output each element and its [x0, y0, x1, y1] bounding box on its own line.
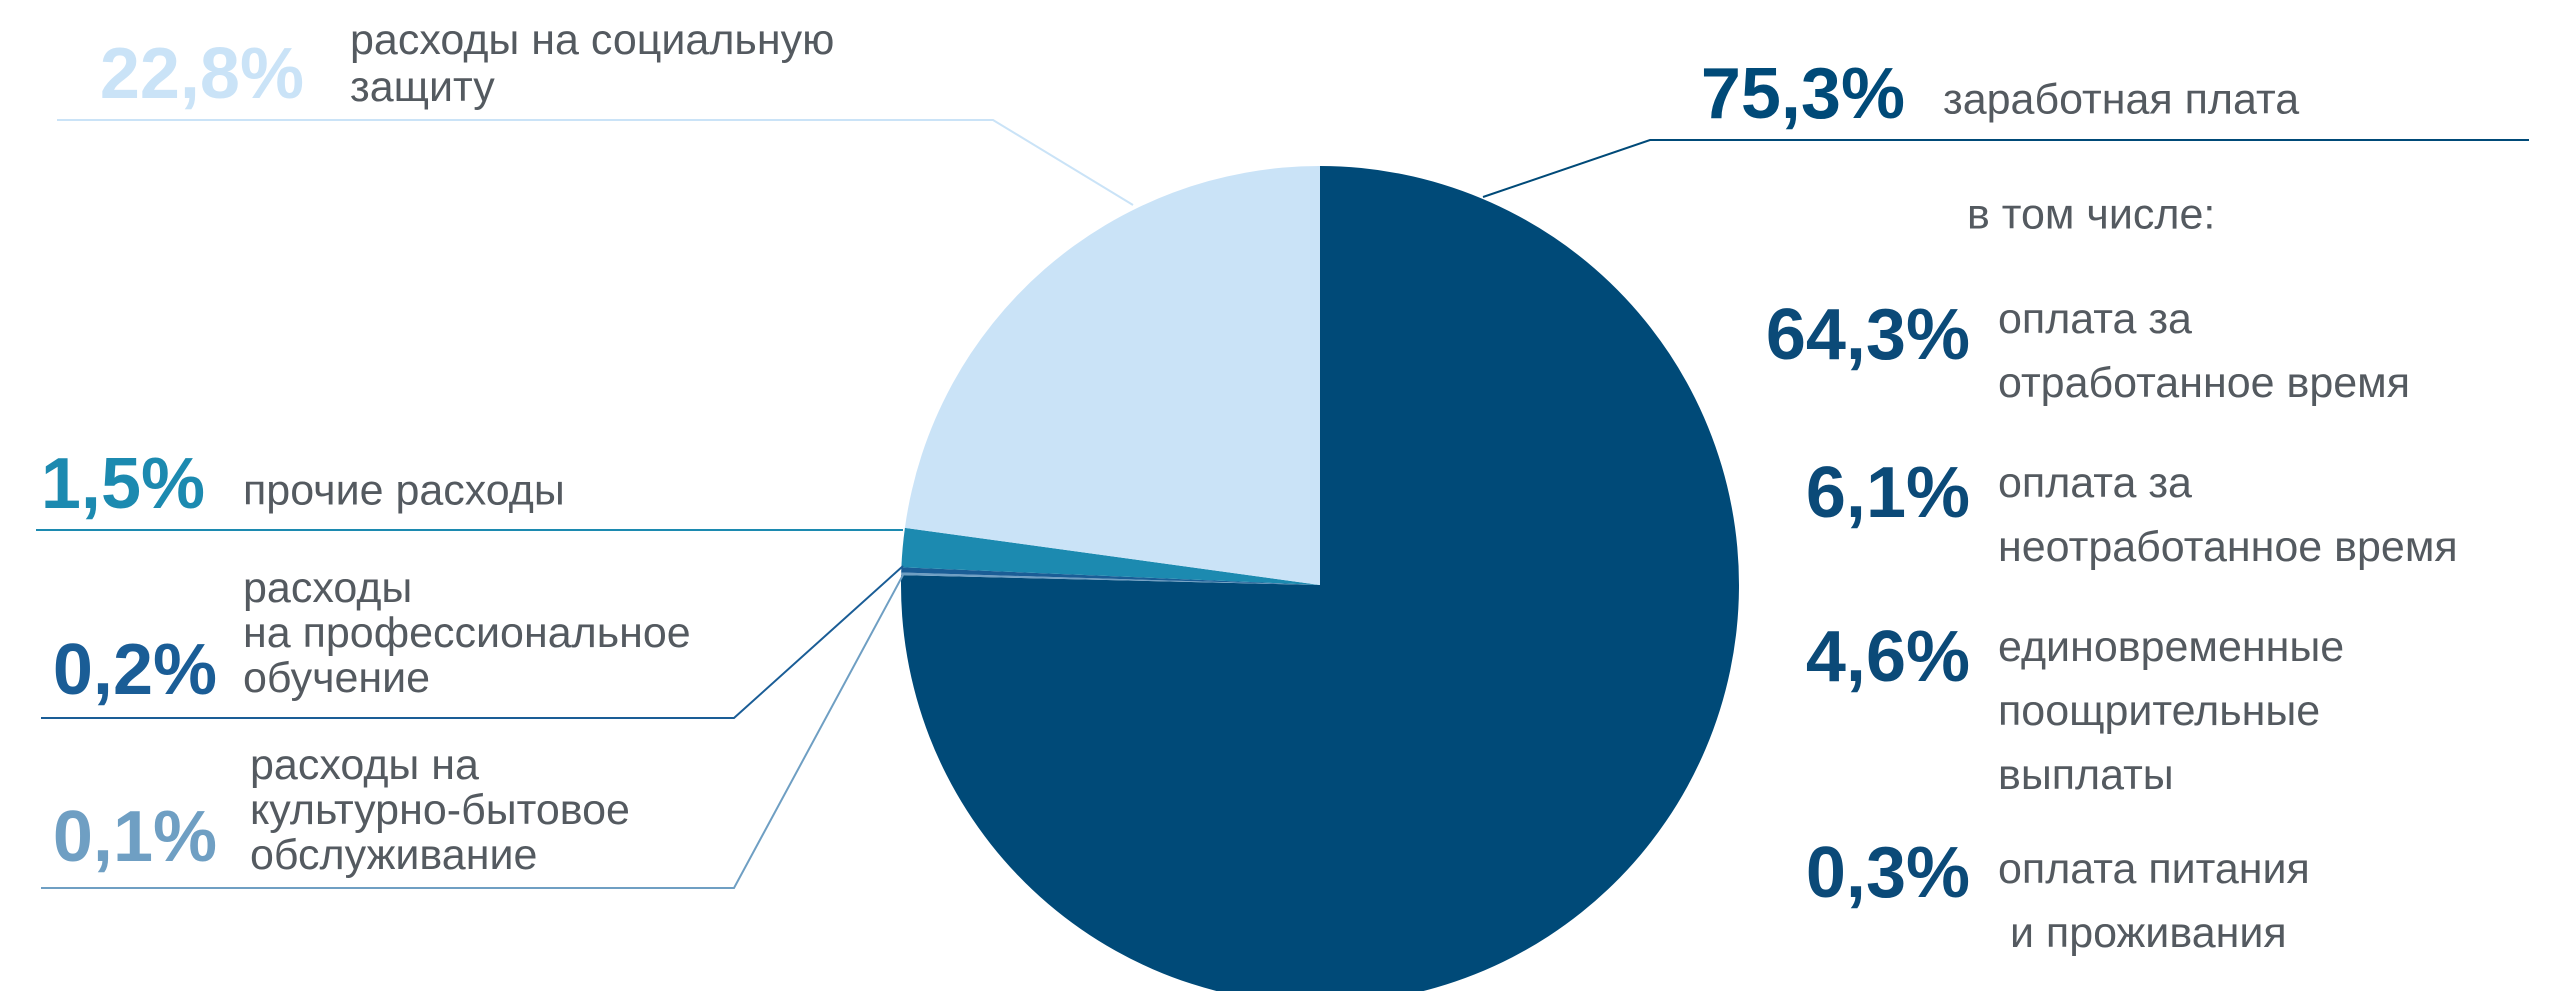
slice-label: заработная плата: [1943, 75, 2299, 123]
breakdown-label: оплата питания и проживания: [1998, 845, 2310, 957]
breakdown-label: единовременные поощрительные выплаты: [1998, 623, 2344, 799]
breakdown-heading: в том числе:: [1967, 190, 2215, 238]
slice-label: расходы на социальную защиту: [350, 16, 834, 111]
leader-line: [57, 119, 1134, 206]
slice-label: прочие расходы: [243, 466, 565, 514]
leader-line: [41, 565, 904, 719]
breakdown-label: оплата за неотработанное время: [1998, 459, 2458, 571]
value-label: 75,3%: [1701, 54, 1905, 134]
leader-line: [41, 574, 904, 889]
pie-slice: [901, 567, 1320, 585]
value-label: 1,5%: [41, 444, 205, 524]
slice-label: расходы на профессиональное обучение: [243, 564, 691, 702]
value-label: 0,1%: [53, 797, 217, 877]
value-label: 0,2%: [53, 630, 217, 710]
pie-slice: [901, 527, 1320, 585]
pie-slice: [904, 166, 1320, 585]
slice-label: расходы на культурно-бытовое обслуживание: [250, 741, 630, 879]
breakdown-label: оплата за отработанное время: [1998, 295, 2410, 407]
breakdown-value-label: 0,3%: [1806, 833, 1970, 913]
breakdown-value-label: 64,3%: [1766, 295, 1970, 375]
breakdown-value-label: 4,6%: [1806, 617, 1970, 697]
pie-slice: [901, 166, 1739, 991]
value-label: 22,8%: [100, 34, 304, 114]
leader-line: [1482, 139, 2529, 198]
pie-slice: [901, 572, 1320, 585]
breakdown-value-label: 6,1%: [1806, 453, 1970, 533]
